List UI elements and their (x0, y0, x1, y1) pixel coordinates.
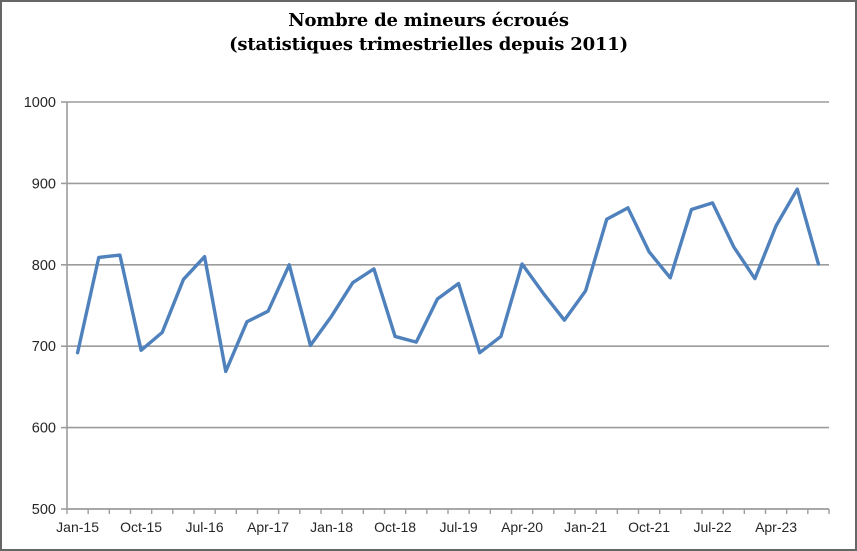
x-tick-label: Apr-20 (501, 519, 543, 535)
x-tick-label: Jul-22 (694, 519, 732, 535)
x-tick-label: Apr-23 (755, 519, 797, 535)
y-tick-label: 800 (32, 258, 56, 274)
y-tick-label: 900 (32, 176, 56, 192)
y-tick-label: 1000 (24, 95, 56, 111)
x-tick-label: Jul-19 (440, 519, 478, 535)
x-tick-label: Oct-21 (628, 519, 670, 535)
y-tick-label: 500 (32, 502, 56, 518)
x-tick-label: Jan-15 (56, 519, 99, 535)
chart-subtitle: (statistiques trimestrielles depuis 2011… (229, 34, 628, 55)
x-tick-label: Oct-15 (120, 519, 162, 535)
y-tick-label: 700 (32, 339, 56, 355)
x-tick-label: Jul-16 (186, 519, 224, 535)
data-series-line (75, 187, 821, 374)
x-tick-label: Jan-18 (310, 519, 353, 535)
y-tick-label: 600 (32, 421, 56, 437)
x-tick-label: Apr-17 (247, 519, 289, 535)
chart-title-block: Nombre de mineurs écroués (statistiques … (2, 9, 855, 57)
chart-title: Nombre de mineurs écroués (288, 10, 569, 31)
x-tick-label: Oct-18 (374, 519, 416, 535)
x-tick-label: Jan-21 (564, 519, 607, 535)
